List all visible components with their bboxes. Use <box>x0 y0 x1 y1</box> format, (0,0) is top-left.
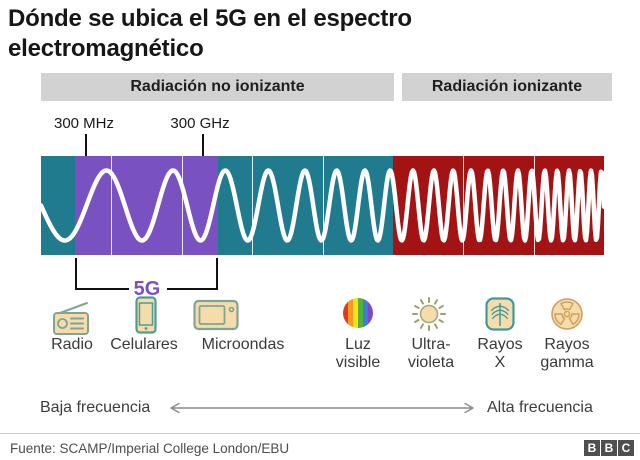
freq-tick-300mhz <box>85 134 87 156</box>
gamma-radiation-icon <box>551 298 583 330</box>
footer-divider <box>0 433 640 434</box>
label-5g: 5G <box>133 278 161 300</box>
ultraviolet-sun-icon <box>412 297 446 331</box>
radio-icon <box>53 302 89 335</box>
label-radio: Radio <box>51 336 93 353</box>
visible-light-icon <box>343 298 373 328</box>
band-divider <box>252 156 253 255</box>
label-microondas: Microondas <box>201 336 285 353</box>
header-non-ionizing-bar: Radiación no ionizante <box>41 73 394 101</box>
frequency-axis-arrow <box>170 402 474 414</box>
microwave-icon <box>193 299 239 331</box>
bbc-logo-block: B <box>584 440 600 456</box>
label-rayos-x: Rayos X <box>477 336 523 371</box>
label-rayos-gamma: Rayos gamma <box>540 336 594 371</box>
frequency-wave <box>41 168 604 243</box>
header-non-ionizing-label: Radiación no ionizante <box>130 78 305 95</box>
bbc-logo-block: B <box>601 440 617 456</box>
freq-marker-300ghz: 300 GHz <box>170 115 230 132</box>
bracket-5g-hline-right <box>167 288 218 290</box>
cellphone-icon <box>135 296 157 334</box>
axis-low-frequency-label: Baja frecuencia <box>40 399 151 416</box>
band-divider <box>111 156 112 255</box>
label-luz-visible: Luz visible <box>335 336 381 371</box>
bbc-logo-block: C <box>618 440 634 456</box>
frequency-wave-path <box>41 168 604 243</box>
bracket-5g-right <box>216 258 218 290</box>
band-divider <box>182 156 183 255</box>
header-ionizing-label: Radiación ionizante <box>431 78 583 95</box>
spectrum-band <box>41 156 604 255</box>
axis-high-frequency-label: Alta frecuencia <box>487 399 593 416</box>
band-divider <box>463 156 464 255</box>
source-credit: Fuente: SCAMP/Imperial College London/EB… <box>10 441 290 456</box>
bbc-logo: B B C <box>584 440 634 456</box>
header-ionizing-bar: Radiación ionizante <box>402 73 612 101</box>
page-title: Dónde se ubica el 5G en el espectro elec… <box>8 5 412 62</box>
label-celulares: Celulares <box>110 336 178 353</box>
bracket-5g-left <box>75 258 77 290</box>
xray-icon <box>485 297 515 331</box>
freq-tick-300ghz <box>202 134 204 156</box>
band-divider <box>323 156 324 255</box>
bracket-5g-hline-left <box>75 288 129 290</box>
label-ultravioleta: Ultra-violeta <box>407 336 455 371</box>
freq-marker-300mhz: 300 MHz <box>53 115 115 132</box>
